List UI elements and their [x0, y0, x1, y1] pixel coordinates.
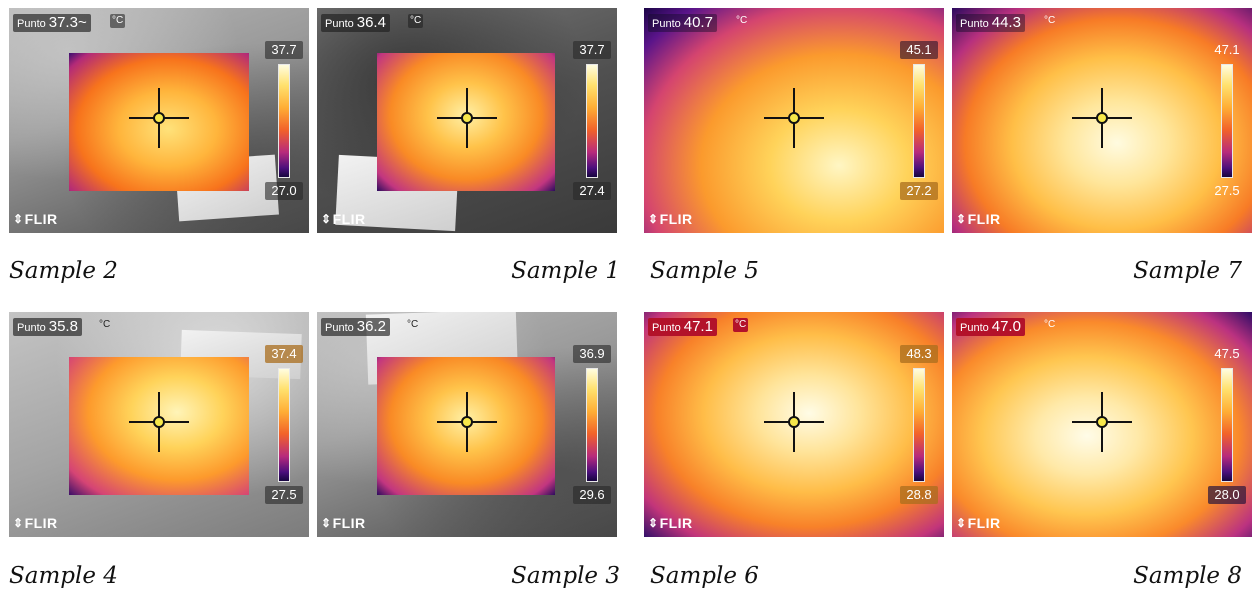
spot-readout: Punto 35.8	[13, 318, 82, 336]
readout-value: 35.8	[48, 318, 78, 335]
spot-readout: Punto 36.2	[321, 318, 390, 336]
scale-min-value: 28.8	[900, 486, 938, 504]
spot-readout: Punto 37.3~	[13, 14, 91, 32]
thermal-panel-sample-2: Punto 37.3~ °C 37.7 27.0 ⇕ FLIR	[9, 8, 309, 233]
color-scale-bar	[278, 64, 290, 178]
flir-logo-icon: ⇕	[321, 212, 332, 226]
flir-logo-icon: ⇕	[956, 212, 967, 226]
flir-logo-icon: ⇕	[321, 516, 332, 530]
thermal-panel-sample-4: Punto 35.8 °C 37.4 27.5 ⇕ FLIR	[9, 312, 309, 537]
flir-logo-icon: ⇕	[956, 516, 967, 530]
caption-sample-4: Sample 4	[9, 563, 118, 589]
readout-label: Punto	[325, 322, 354, 334]
readout-value: 40.7	[683, 14, 713, 31]
crosshair-icon	[129, 88, 189, 148]
crosshair-icon	[129, 392, 189, 452]
flir-logo: ⇕ FLIR	[956, 515, 1001, 531]
spot-readout: Punto 40.7	[648, 14, 717, 32]
readout-label: Punto	[652, 322, 681, 334]
flir-logo: ⇕ FLIR	[321, 211, 366, 227]
color-scale-bar	[278, 368, 290, 482]
unit-label: °C	[408, 14, 424, 28]
crosshair-icon	[1072, 392, 1132, 452]
color-scale-bar	[1221, 64, 1233, 178]
crosshair-icon	[437, 88, 497, 148]
scale-max-value: 37.7	[573, 41, 611, 59]
scale-min-value: 27.2	[900, 182, 938, 200]
thermal-panel-sample-1: Punto 36.4 °C 37.7 27.4 ⇕ FLIR	[317, 8, 617, 233]
crosshair-icon	[437, 392, 497, 452]
crosshair-icon	[1072, 88, 1132, 148]
caption-sample-8: Sample 8	[1133, 563, 1242, 589]
unit-label: °C	[99, 319, 111, 330]
caption-sample-2: Sample 2	[9, 258, 118, 284]
readout-label: Punto	[17, 18, 46, 30]
unit-label: °C	[407, 319, 419, 330]
spot-readout: Punto 47.0	[956, 318, 1025, 336]
scale-max-value: 48.3	[900, 345, 938, 363]
scale-min-value: 27.4	[573, 182, 611, 200]
readout-value: 47.0	[991, 318, 1021, 335]
caption-sample-1: Sample 1	[511, 258, 620, 284]
scale-min-value: 27.5	[265, 486, 303, 504]
flir-logo: ⇕ FLIR	[321, 515, 366, 531]
caption-sample-7: Sample 7	[1133, 258, 1242, 284]
scale-max-value: 37.4	[265, 345, 303, 363]
readout-label: Punto	[960, 322, 989, 334]
thermal-panel-sample-3: Punto 36.2 °C 36.9 29.6 ⇕ FLIR	[317, 312, 617, 537]
crosshair-icon	[764, 392, 824, 452]
scale-max-value: 36.9	[573, 345, 611, 363]
flir-logo: ⇕ FLIR	[13, 211, 58, 227]
thermal-panel-sample-6: Punto 47.1 °C 48.3 28.8 ⇕ FLIR	[644, 312, 944, 537]
spot-readout: Punto 36.4	[321, 14, 390, 32]
flir-logo-icon: ⇕	[13, 516, 24, 530]
color-scale-bar	[913, 64, 925, 178]
thermal-panel-sample-5: Punto 40.7 °C 45.1 27.2 ⇕ FLIR	[644, 8, 944, 233]
readout-label: Punto	[17, 322, 46, 334]
scale-min-value: 27.0	[265, 182, 303, 200]
readout-label: Punto	[325, 18, 354, 30]
thermal-panel-sample-8: Punto 47.0 °C 47.5 28.0 ⇕ FLIR	[952, 312, 1252, 537]
scale-max-value: 47.5	[1214, 346, 1240, 361]
crosshair-icon	[764, 88, 824, 148]
caption-sample-3: Sample 3	[511, 563, 620, 589]
readout-label: Punto	[652, 18, 681, 30]
readout-value: 36.4	[356, 14, 386, 31]
unit-label: °C	[733, 318, 749, 332]
caption-sample-6: Sample 6	[650, 563, 759, 589]
scale-max-value: 47.1	[1214, 42, 1240, 57]
readout-value: 36.2	[356, 318, 386, 335]
flir-logo-icon: ⇕	[13, 212, 24, 226]
readout-value: 47.1	[683, 318, 713, 335]
spot-readout: Punto 44.3	[956, 14, 1025, 32]
flir-logo: ⇕ FLIR	[648, 211, 693, 227]
thermal-panel-sample-7: Punto 44.3 °C 47.1 27.5 ⇕ FLIR	[952, 8, 1252, 233]
unit-label: °C	[110, 14, 126, 28]
scale-min-value: 28.0	[1208, 486, 1246, 504]
color-scale-bar	[913, 368, 925, 482]
scale-max-value: 45.1	[900, 41, 938, 59]
scale-min-value: 27.5	[1214, 183, 1240, 198]
readout-label: Punto	[960, 18, 989, 30]
unit-label: °C	[1044, 319, 1056, 330]
scale-max-value: 37.7	[265, 41, 303, 59]
spot-readout: Punto 47.1	[648, 318, 717, 336]
color-scale-bar	[586, 368, 598, 482]
flir-logo-icon: ⇕	[648, 212, 659, 226]
flir-logo: ⇕ FLIR	[13, 515, 58, 531]
caption-sample-5: Sample 5	[650, 258, 759, 284]
unit-label: °C	[736, 15, 748, 26]
color-scale-bar	[1221, 368, 1233, 482]
flir-logo-icon: ⇕	[648, 516, 659, 530]
flir-logo: ⇕ FLIR	[648, 515, 693, 531]
readout-value: 37.3~	[48, 14, 87, 31]
color-scale-bar	[586, 64, 598, 178]
flir-logo: ⇕ FLIR	[956, 211, 1001, 227]
readout-value: 44.3	[991, 14, 1021, 31]
scale-min-value: 29.6	[573, 486, 611, 504]
unit-label: °C	[1044, 15, 1056, 26]
